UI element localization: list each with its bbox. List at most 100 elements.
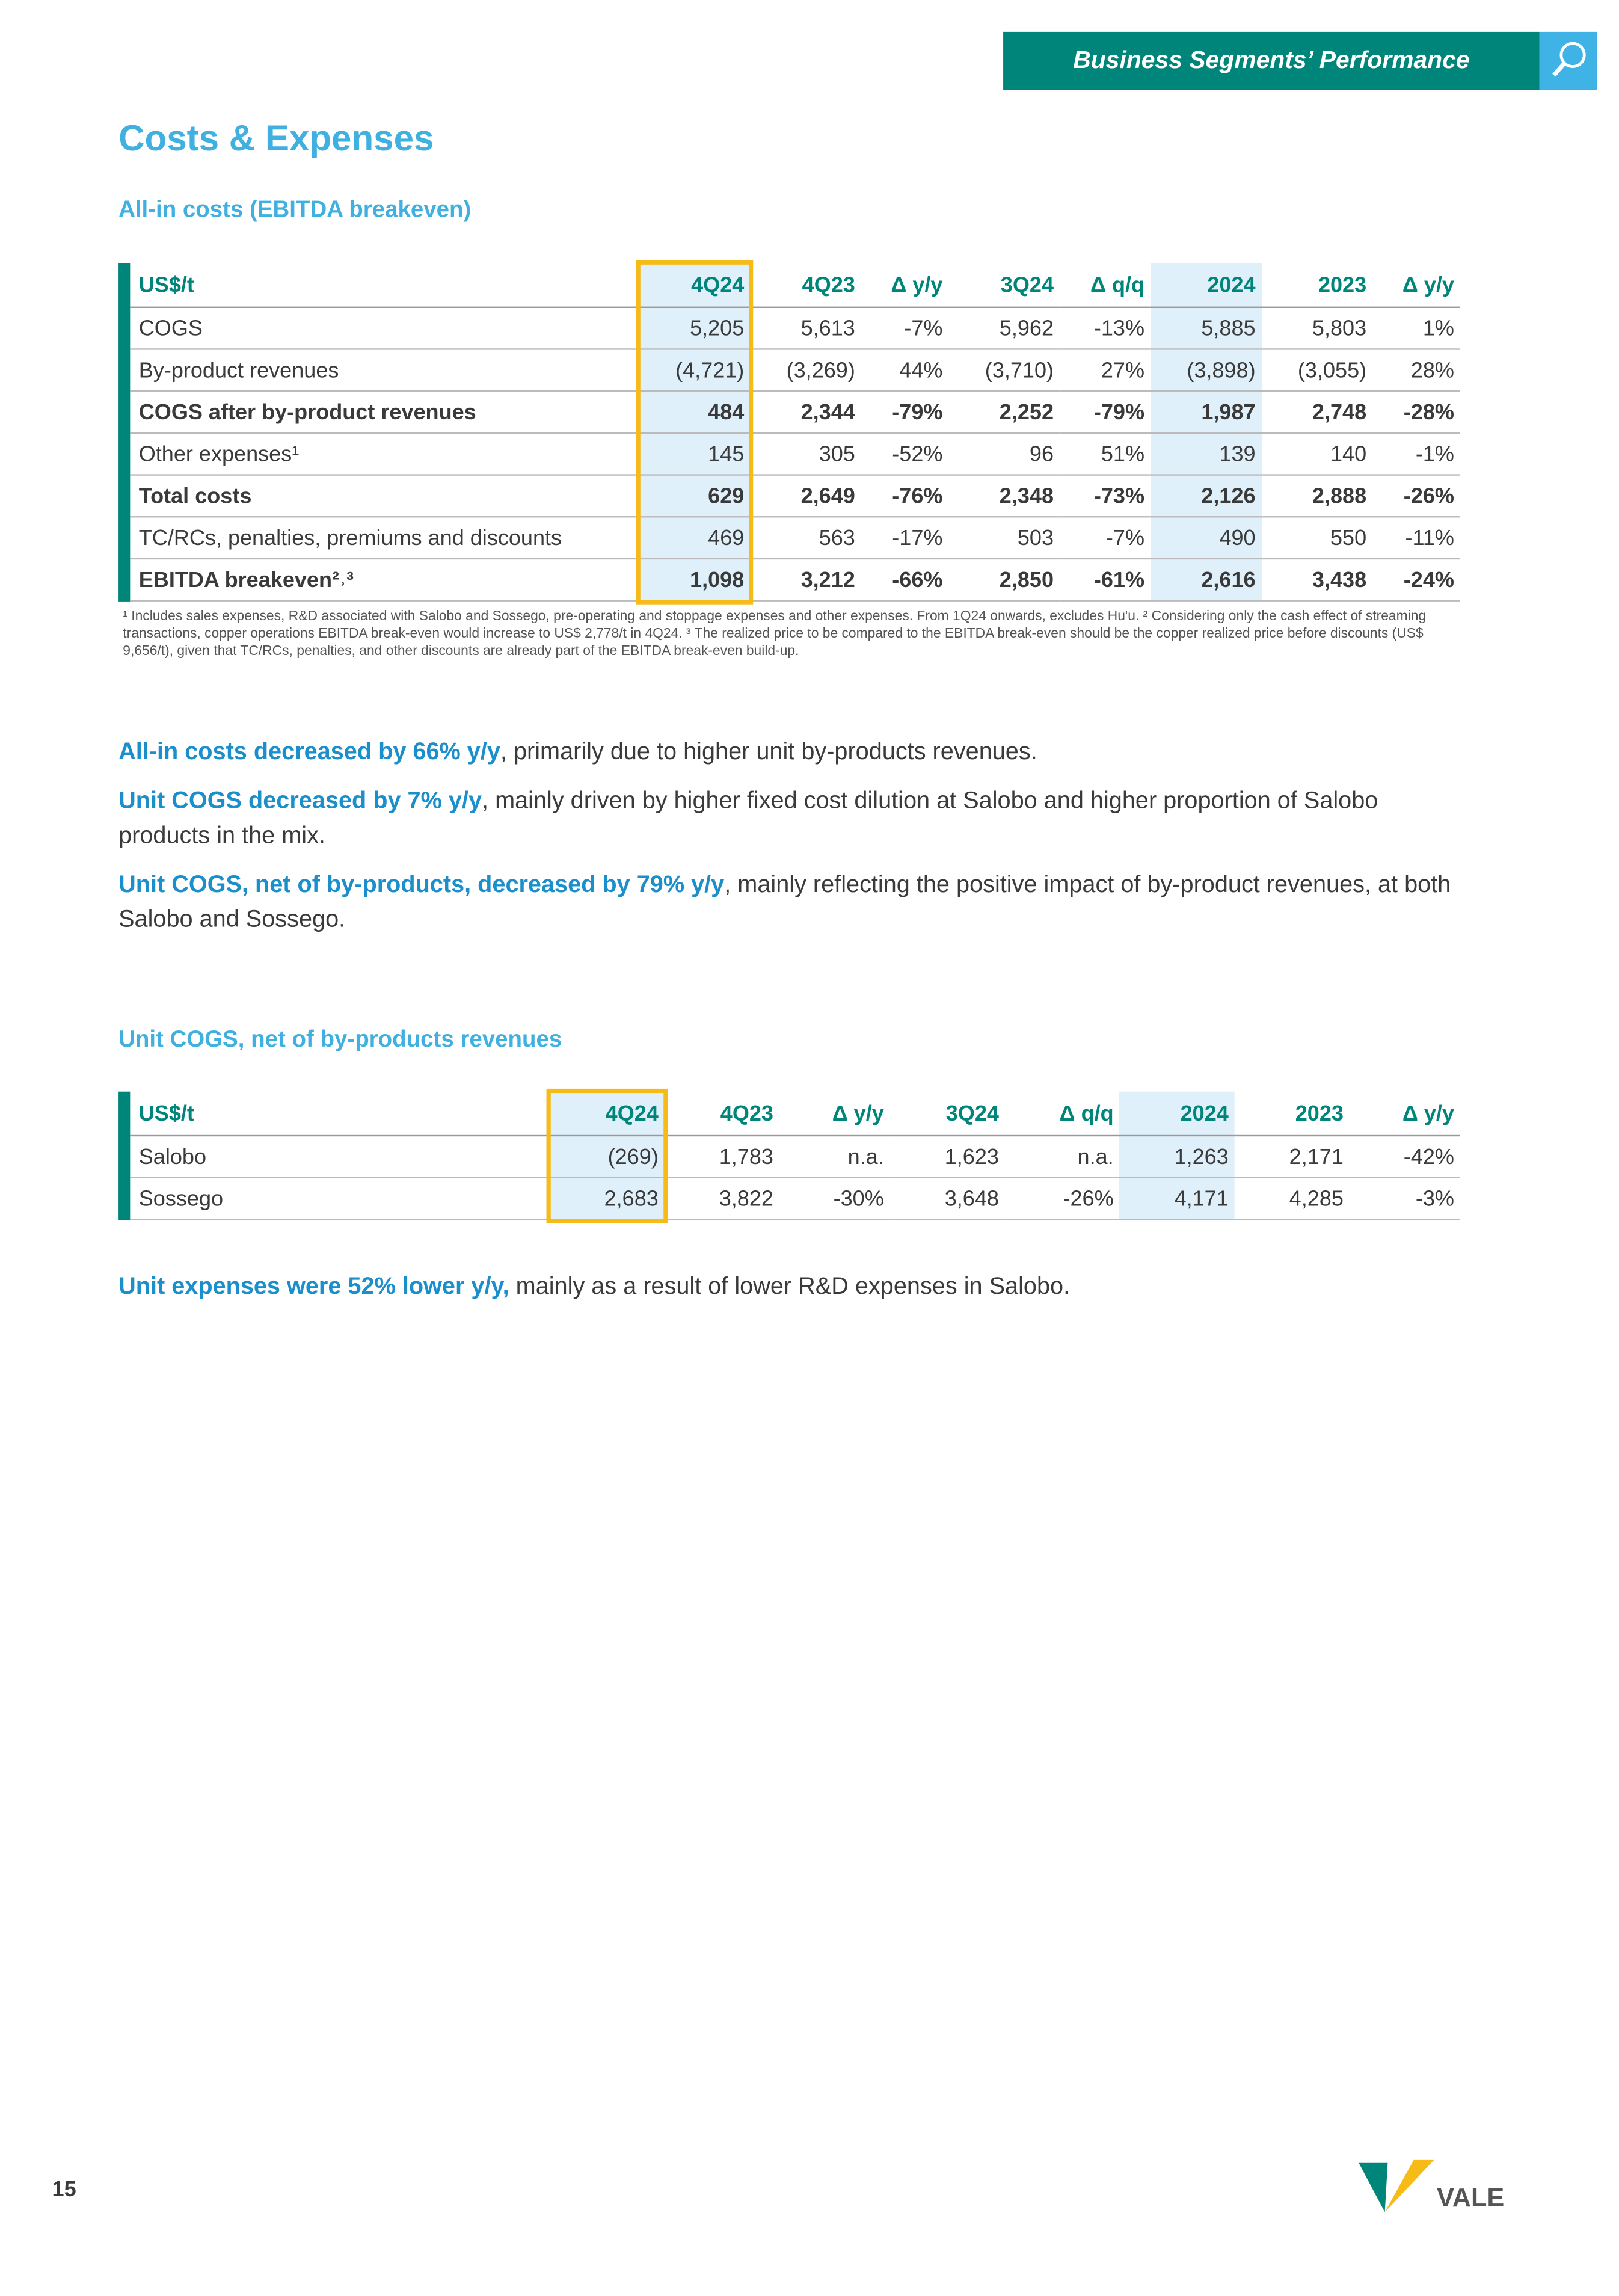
cell: 27% — [1059, 349, 1151, 392]
section-heading: All-in costs (EBITDA breakeven) — [118, 198, 472, 223]
cell: -7% — [1059, 517, 1151, 560]
cell: 5,205 — [639, 307, 750, 350]
cell: -26% — [1004, 1177, 1120, 1220]
cell: Salobo — [130, 1136, 550, 1178]
page-number: 15 — [52, 2177, 76, 2202]
cell: 2,888 — [1261, 475, 1372, 518]
cell: 5,803 — [1261, 307, 1372, 350]
cell: COGS after by-product revenues — [130, 391, 639, 434]
cell: -3% — [1349, 1177, 1460, 1220]
cell: -66% — [861, 558, 949, 602]
cell: -73% — [1059, 475, 1151, 518]
column-header: US$/t — [130, 263, 639, 308]
cell: 28% — [1372, 349, 1460, 392]
table: US$/t 4Q24 4Q23 Δ y/y 3Q24 Δ q/q 2024 2023 Δ y/y… — [130, 1091, 1460, 1220]
cell: 2,126 — [1150, 475, 1262, 518]
cell: (3,269) — [749, 349, 861, 392]
cell: (3,898) — [1150, 349, 1262, 392]
logo-mark: VALE — [1359, 2159, 1504, 2212]
cell: Sossego — [130, 1177, 550, 1220]
section-heading: Unit COGS, net of by-products revenues — [118, 1027, 562, 1053]
cell: -24% — [1372, 558, 1460, 602]
cell: 2,683 — [549, 1177, 665, 1220]
cell: 5,885 — [1150, 307, 1262, 350]
cell: 490 — [1150, 517, 1262, 560]
column-header: Δ q/q — [1059, 263, 1151, 308]
cell: -79% — [1059, 391, 1151, 434]
column-header: 4Q24 — [549, 1091, 665, 1137]
column-header: 2023 — [1261, 263, 1372, 308]
paragraph-text: mainly as a result of lower R&D expenses… — [509, 1273, 1071, 1300]
cell: EBITDA breakeven²˒³ — [130, 558, 639, 602]
cell: -17% — [861, 517, 949, 560]
row: EBITDA breakeven²˒³ 1,098 3,212 -66% 2,850 -6… — [130, 558, 1460, 602]
search-icon — [1539, 31, 1597, 90]
cell: -61% — [1059, 558, 1151, 602]
cell: -52% — [861, 432, 949, 476]
column-header: Δ y/y — [779, 1091, 890, 1137]
cell: 2,616 — [1150, 558, 1262, 602]
cell: (4,721) — [639, 349, 750, 392]
cell: 51% — [1059, 432, 1151, 476]
row: COGS 5,205 5,613 -7% 5,962 -13% 5,885 5,803 1% — [130, 307, 1460, 350]
row: Sossego 2,683 3,822 -30% 3,648 -26% 4,171 4,285… — [130, 1177, 1460, 1220]
column-header: Δ q/q — [1004, 1091, 1120, 1137]
cell: 2,748 — [1261, 391, 1372, 434]
cell: 2,344 — [749, 391, 861, 434]
column-header: Δ y/y — [1349, 1091, 1460, 1137]
cell: Total costs — [130, 475, 639, 518]
cell: By-product revenues — [130, 349, 639, 392]
header-band: Business Segments’ Performance — [1003, 31, 1540, 90]
cell: -42% — [1349, 1136, 1460, 1178]
cell: 4,285 — [1234, 1177, 1350, 1220]
table-wrap: US$/t 4Q24 4Q23 Δ y/y 3Q24 Δ q/q 2024 2023 Δ y/y… — [118, 260, 1460, 605]
cell: -79% — [861, 391, 949, 434]
paragraph-lead: Unit COGS, net of by-products, decreased… — [118, 872, 725, 898]
column-header: 3Q24 — [889, 1091, 1005, 1137]
table: US$/t 4Q24 4Q23 Δ y/y 3Q24 Δ q/q 2024 2023 Δ y/y… — [130, 263, 1460, 602]
header-row: US$/t 4Q24 4Q23 Δ y/y 3Q24 Δ q/q 2024 2023 Δ y/y — [130, 1091, 1460, 1137]
table-wrap: US$/t 4Q24 4Q23 Δ y/y 3Q24 Δ q/q 2024 2023 Δ y/y… — [118, 1088, 1460, 1223]
cell: 139 — [1150, 432, 1262, 476]
column-header: 4Q24 — [639, 263, 750, 308]
cell: 2,649 — [749, 475, 861, 518]
cell: -26% — [1372, 475, 1460, 518]
title: Costs & Expenses — [118, 118, 434, 159]
cell: 305 — [749, 432, 861, 476]
cell: 3,648 — [889, 1177, 1005, 1220]
footnote: ¹ Includes sales expenses, R&D associate… — [123, 608, 1427, 660]
paragraph-text: , mainly driven by higher fixed cost dil… — [118, 787, 1378, 849]
paragraph: Unit expenses were 52% lower y/y, mainly… — [118, 1269, 1463, 1304]
cell: 629 — [639, 475, 750, 518]
paragraph-lead: Unit expenses were 52% lower y/y, — [118, 1273, 509, 1300]
row: Other expenses¹ 145 305 -52% 96 51% 139 140 -1% — [130, 432, 1460, 476]
cell: -13% — [1059, 307, 1151, 350]
cell: n.a. — [779, 1136, 890, 1178]
cell: 2,171 — [1234, 1136, 1350, 1178]
column-header: 4Q23 — [664, 1091, 779, 1137]
cell: 3,438 — [1261, 558, 1372, 602]
row: COGS after by-product revenues 484 2,344 -7… — [130, 391, 1460, 434]
cell: 5,613 — [749, 307, 861, 350]
cell: -76% — [861, 475, 949, 518]
cell: 550 — [1261, 517, 1372, 560]
cell: 44% — [861, 349, 949, 392]
row: Total costs 629 2,649 -76% 2,348 -73% 2,126 2,8… — [130, 475, 1460, 518]
cell: Other expenses¹ — [130, 432, 639, 476]
cell: 2,252 — [948, 391, 1060, 434]
column-header: Δ y/y — [1372, 263, 1460, 308]
paragraph-lead: All-in costs decreased by 66% y/y — [118, 739, 500, 765]
cell: (3,055) — [1261, 349, 1372, 392]
paragraph: Unit COGS, net of by-products, decreased… — [118, 867, 1463, 937]
cell: 96 — [948, 432, 1060, 476]
paragraph-text: , mainly reflecting the positive impact … — [118, 872, 1451, 933]
row: TC/RCs, penalties, premiums and discount… — [130, 517, 1460, 560]
cell: 1,098 — [639, 558, 750, 602]
cell: 2,850 — [948, 558, 1060, 602]
column-header: 3Q24 — [948, 263, 1060, 308]
cell: (269) — [549, 1136, 665, 1178]
cell: TC/RCs, penalties, premiums and discount… — [130, 517, 639, 560]
cell: 3,822 — [664, 1177, 779, 1220]
cell: 3,212 — [749, 558, 861, 602]
